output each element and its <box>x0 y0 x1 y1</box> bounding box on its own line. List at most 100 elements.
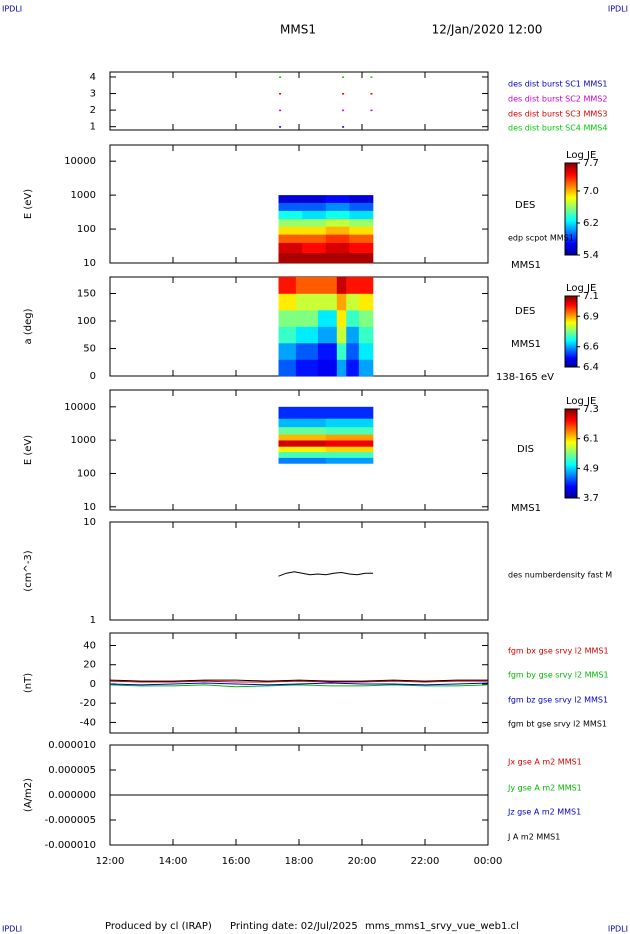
y-tick-label: 20 <box>83 660 96 671</box>
heat-cell <box>302 195 327 203</box>
heat-cell <box>358 310 374 327</box>
heat-cell <box>278 326 297 344</box>
legend-entry: Jx gse A m2 MMS1 <box>507 758 582 767</box>
heat-cell <box>358 359 374 377</box>
heat-cell <box>317 277 338 294</box>
y-tick-label: 1000 <box>71 435 96 446</box>
legend-entry: des dist burst SC1 MMS1 <box>508 80 607 89</box>
heat-cell <box>325 226 350 235</box>
y-tick-label: 0 <box>90 679 96 690</box>
legend-entry: Jz gse A m2 MMS1 <box>507 808 581 817</box>
heat-cell <box>325 446 374 452</box>
legend-entry: fgm by gse srvy l2 MMS1 <box>508 671 609 680</box>
colorbar-tick-label: 4.9 <box>583 463 599 474</box>
corner-mark: IPDLI <box>2 5 22 14</box>
point <box>279 126 282 128</box>
y-axis-label: E (eV) <box>23 435 34 465</box>
colorbar-tick-label: 3.7 <box>583 493 599 504</box>
heat-cell <box>278 252 303 264</box>
point <box>279 109 282 112</box>
panel-frame <box>109 521 489 621</box>
y-axis-label: E (eV) <box>23 189 34 219</box>
heat-cell <box>302 202 327 211</box>
y-tick-label: 2 <box>90 105 96 116</box>
y-axis-label: (nT) <box>23 673 34 693</box>
point <box>342 76 345 78</box>
heat-cell <box>278 406 327 419</box>
series-line <box>278 571 373 577</box>
point <box>370 93 373 95</box>
heat-cell <box>358 277 374 294</box>
x-tick-label: 20:00 <box>348 856 377 867</box>
heat-cell <box>325 426 374 435</box>
series-line <box>109 679 488 682</box>
heat-cell <box>317 343 338 360</box>
y-tick-label: -0.000005 <box>45 815 96 826</box>
y-tick-label: 10 <box>83 502 96 513</box>
point <box>279 93 282 95</box>
colorbar-tick-label: 6.1 <box>583 434 599 445</box>
colorbar-tick-label: 7.1 <box>583 291 599 302</box>
heat-cell <box>278 226 303 235</box>
heat-cell <box>295 293 319 311</box>
x-tick-label: 12:00 <box>96 856 125 867</box>
heat-cell <box>278 277 297 294</box>
y-tick-label: -40 <box>80 717 96 728</box>
legend-entry: des numberdensity fast M <box>508 571 612 580</box>
heat-cell <box>325 195 350 203</box>
heat-cell <box>325 218 350 227</box>
y-tick-label: 10000 <box>64 402 96 413</box>
heat-cell <box>336 343 347 360</box>
annotation: MMS1 <box>511 260 541 271</box>
series-line <box>109 680 488 683</box>
heat-cell <box>278 446 327 452</box>
heat-cell <box>278 210 303 220</box>
colorbar-tick-label: 6.6 <box>583 342 599 353</box>
heat-cell <box>302 210 327 220</box>
y-tick-label: 10 <box>83 517 96 528</box>
legend-entry: des dist burst SC3 MMS3 <box>508 110 607 119</box>
heat-cell <box>278 195 303 203</box>
heat-cell <box>295 359 319 377</box>
panel-frame <box>109 632 489 734</box>
y-axis-label: a (deg) <box>23 308 34 344</box>
heat-cell <box>325 252 350 264</box>
point <box>279 76 282 78</box>
date: 12/Jan/2020 12:00 <box>432 23 543 37</box>
x-tick-label: 00:00 <box>474 856 503 867</box>
colorbar <box>564 408 578 499</box>
heat-cell <box>302 252 327 264</box>
y-tick-label: 100 <box>77 468 96 479</box>
legend-entry: fgm bz gse srvy l2 MMS1 <box>508 696 608 705</box>
heat-cell <box>278 359 297 377</box>
heat-cell <box>295 277 319 294</box>
y-axis-label: (A/m2) <box>23 778 34 812</box>
heat-cell <box>278 293 297 311</box>
y-tick-label: 10000 <box>64 156 96 167</box>
y-tick-label: 0.000000 <box>48 790 96 801</box>
heat-cell <box>278 418 327 428</box>
legend-entry: des dist burst SC2 MMS2 <box>508 95 607 104</box>
legend-entry: fgm bt gse srvy l2 MMS1 <box>508 720 607 729</box>
colorbar-tick-label: 7.0 <box>583 186 599 197</box>
y-tick-label: 4 <box>90 72 96 83</box>
y-tick-label: 150 <box>77 289 96 300</box>
heat-cell <box>336 310 347 327</box>
colorbar-label: Log JE <box>566 396 596 407</box>
heat-cell <box>346 310 360 327</box>
heat-cell <box>302 218 327 227</box>
heat-cell <box>358 293 374 311</box>
colorbar-label: Log JE <box>566 283 596 294</box>
heat-cell <box>358 343 374 360</box>
heat-cell <box>278 426 327 435</box>
colorbar-tick-label: 7.7 <box>583 158 599 169</box>
heat-cell <box>325 418 374 428</box>
annotation: 138-165 eV <box>496 372 554 383</box>
x-tick-label: 22:00 <box>411 856 440 867</box>
heat-cell <box>349 202 374 211</box>
heat-cell <box>336 326 347 344</box>
heat-cell <box>278 218 303 227</box>
y-tick-label: 0.000005 <box>48 765 96 776</box>
colorbar-tick-label: 6.2 <box>583 218 599 229</box>
